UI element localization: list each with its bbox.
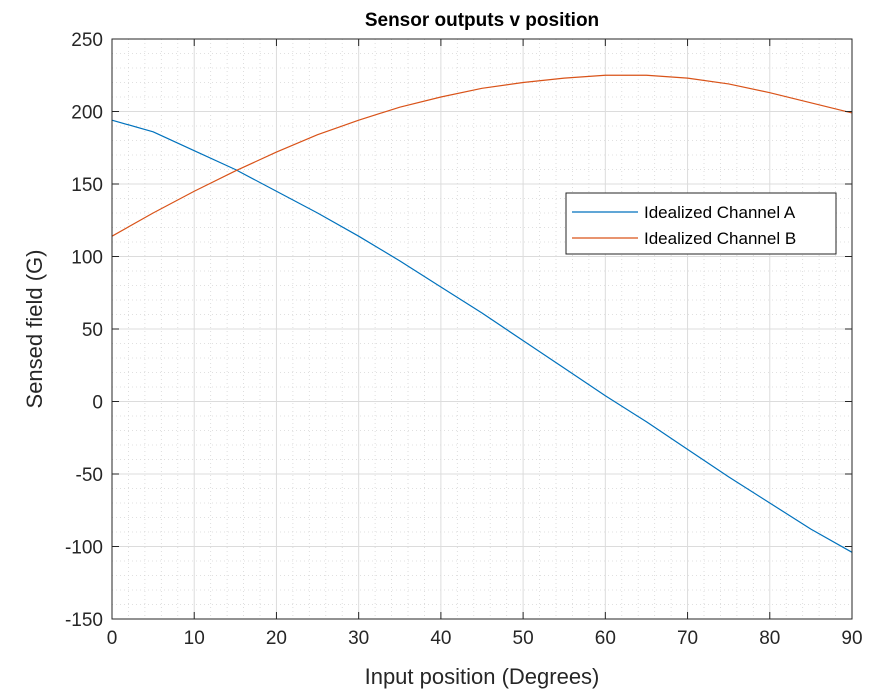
x-tick-label: 30 <box>348 628 369 649</box>
chart-title: Sensor outputs v position <box>365 10 599 31</box>
x-tick-label: 40 <box>430 628 451 649</box>
y-axis-label: Sensed field (G) <box>22 250 47 409</box>
y-tick-label: -150 <box>65 610 103 631</box>
x-tick-label: 90 <box>841 628 862 649</box>
series-layer <box>111 74 853 553</box>
y-tick-labels: -150 -100 -50 0 50 100 150 200 250 <box>65 30 103 631</box>
y-tick-label: 0 <box>92 393 103 414</box>
x-tick-label: 80 <box>759 628 780 649</box>
legend-label-channel-b: Idealized Channel B <box>644 229 796 248</box>
x-tick-label: 0 <box>107 628 118 649</box>
legend-box <box>565 192 837 255</box>
y-tick-label: -50 <box>76 465 103 486</box>
y-tick-label: 100 <box>71 248 103 269</box>
legend[interactable]: Idealized Channel A Idealized Channel B <box>565 192 837 255</box>
x-tick-label: 50 <box>513 628 534 649</box>
legend-label-channel-a: Idealized Channel A <box>644 203 796 222</box>
x-axis-label: Input position (Degrees) <box>365 664 600 689</box>
x-tick-label: 70 <box>677 628 698 649</box>
x-tick-label: 10 <box>184 628 205 649</box>
x-tick-label: 20 <box>266 628 287 649</box>
series-line-channel-b <box>111 74 853 237</box>
series-line-channel-a <box>111 119 853 553</box>
y-tick-label: 250 <box>71 30 103 51</box>
x-tick-labels: 0 10 20 30 40 50 60 70 80 90 <box>107 628 863 649</box>
y-tick-label: 200 <box>71 103 103 124</box>
tick-marks <box>111 38 853 620</box>
y-tick-label: 150 <box>71 175 103 196</box>
y-tick-label: -100 <box>65 538 103 559</box>
y-tick-label: 50 <box>82 320 103 341</box>
x-tick-label: 60 <box>595 628 616 649</box>
